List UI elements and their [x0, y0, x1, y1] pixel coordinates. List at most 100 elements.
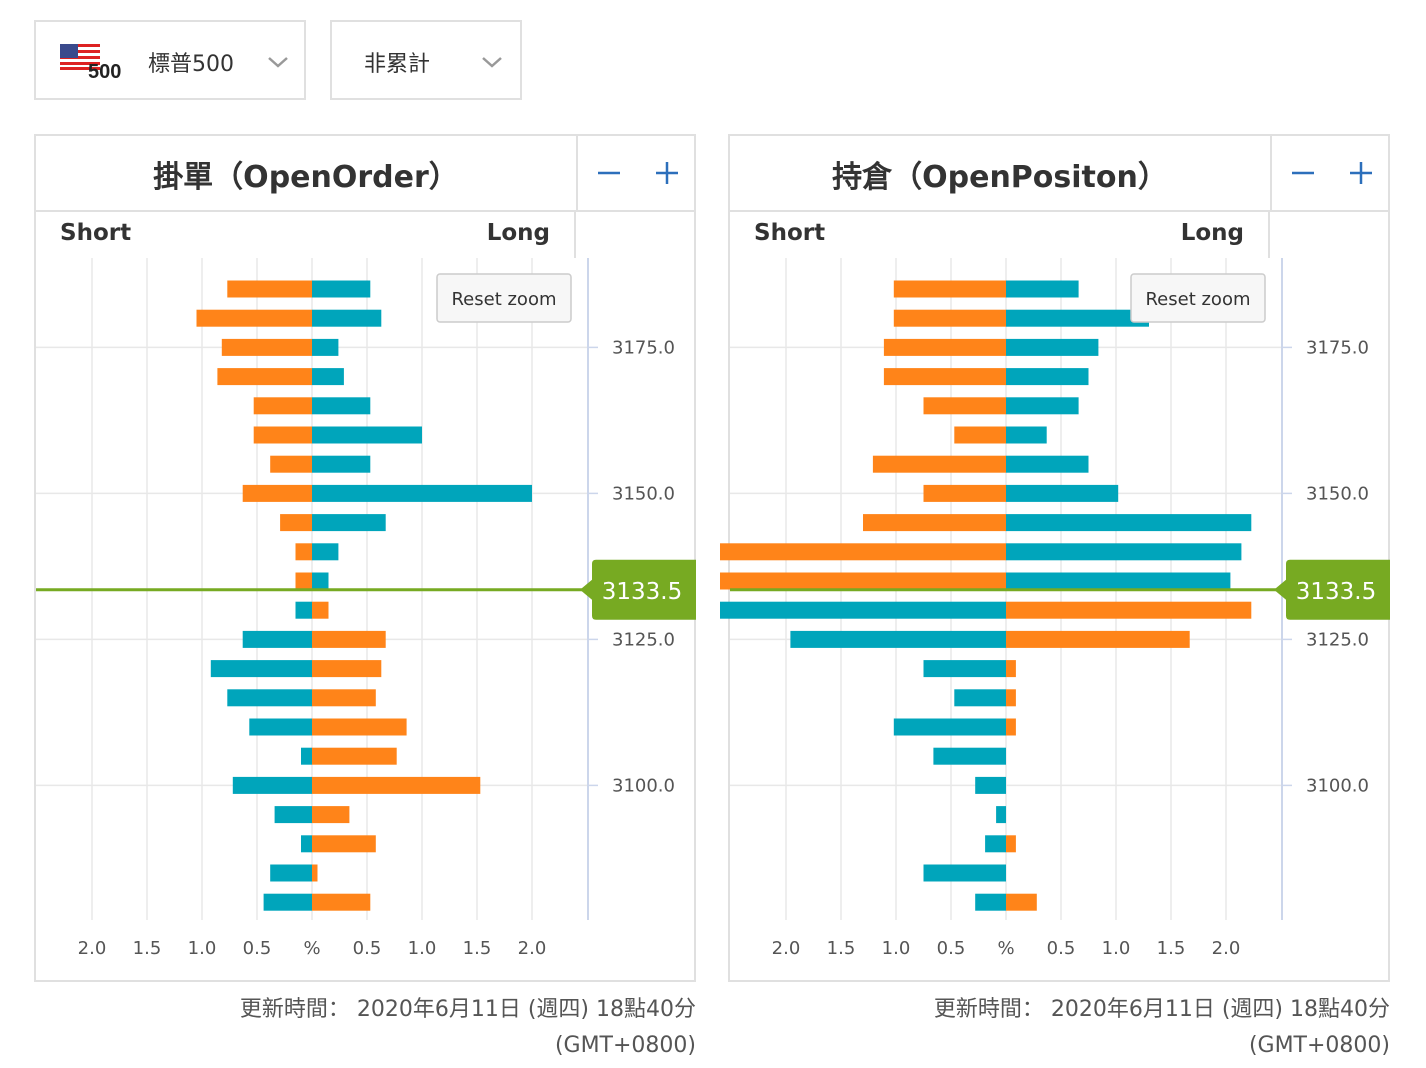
panel-title: 掛單（OpenOrder）	[153, 160, 459, 195]
bar-short-3120	[210, 660, 312, 678]
bar-short-3125	[242, 630, 312, 648]
bar-short-3170	[217, 368, 312, 386]
y-tick-label: 3150.0	[612, 483, 675, 504]
current-price-flag	[580, 559, 696, 620]
bar-short-3130	[295, 601, 312, 619]
bar-short-3095	[996, 806, 1006, 824]
bar-short-3110	[249, 718, 312, 736]
bar-short-3155	[872, 455, 1006, 473]
bar-long-3175	[1006, 338, 1099, 356]
bar-long-3110	[1006, 718, 1016, 736]
open-order-chart: 3175.0 3150.0 3125.0 3100.0 2.0 1.5 1.0 0.5% 0.5…	[36, 258, 696, 959]
y-tick-label: 3100.0	[612, 775, 675, 796]
bar-short-3145	[280, 514, 312, 532]
bar-short-3150	[242, 484, 312, 502]
open-order-panel: 掛單（OpenOrder） Short Long 3175.0 3150.0 312…	[34, 134, 696, 982]
panel-header: 掛單（OpenOrder）	[36, 136, 694, 212]
bar-short-3105	[301, 747, 312, 765]
zoom-out-icon[interactable]	[1286, 156, 1320, 190]
x-tick-label: 2.0	[518, 938, 547, 959]
x-tick-label: 1.0	[188, 938, 217, 959]
instrument-selector[interactable]: 500 標普500	[34, 20, 306, 100]
bar-short-3160	[253, 426, 312, 444]
bar-short-3105	[933, 747, 1006, 765]
bar-short-3110	[893, 718, 1006, 736]
short-long-header: Short Long	[730, 212, 1270, 258]
bar-long-3090	[1006, 835, 1016, 853]
bar-long-3135	[312, 572, 329, 590]
bar-short-3165	[253, 397, 312, 415]
reset-zoom-button[interactable]: Reset zoom	[436, 273, 572, 323]
bar-short-3185	[227, 280, 312, 298]
bar-short-3095	[274, 806, 312, 824]
short-label: Short	[754, 220, 826, 246]
bar-long-3185	[312, 280, 371, 298]
bar-short-3180	[196, 309, 312, 327]
instrument-label: 標普500	[148, 52, 234, 77]
bar-short-3090	[985, 835, 1006, 853]
y-tick-label: 3150.0	[1306, 483, 1369, 504]
x-tick-label: 1.5	[463, 938, 492, 959]
x-tick-label: 1.0	[1102, 938, 1131, 959]
x-tick-label: 2.0	[78, 938, 107, 959]
bar-short-3120	[923, 660, 1006, 678]
bar-long-3105	[312, 747, 397, 765]
bar-long-3110	[312, 718, 407, 736]
bar-long-3140	[312, 543, 339, 561]
bar-long-3100	[312, 776, 481, 794]
update-time: 更新時間： 2020年6月11日 (週四) 18點40分	[933, 997, 1390, 1022]
bar-long-3115	[1006, 689, 1016, 707]
x-tick-label: 1.0	[408, 938, 437, 959]
zoom-in-icon[interactable]	[1344, 156, 1378, 190]
bar-short-3125	[790, 630, 1006, 648]
bar-short-3140	[720, 543, 1006, 561]
bar-long-3165	[312, 397, 371, 415]
zoom-controls	[576, 136, 694, 210]
x-tick-label: 1.0	[882, 938, 911, 959]
bar-short-3090	[301, 835, 312, 853]
current-price-flag	[1274, 559, 1390, 620]
bar-long-3095	[312, 806, 350, 824]
bar-short-3180	[893, 309, 1006, 327]
chevron-down-icon	[268, 57, 288, 68]
x-tick-label: %	[303, 938, 320, 959]
bar-long-3170	[312, 368, 344, 386]
mode-selector[interactable]: 非累計	[330, 20, 522, 100]
open-position-panel: 持倉（OpenPositon） Short Long 3175.0 3150.0 3…	[720, 134, 1390, 982]
bar-long-3185	[1006, 280, 1079, 298]
flag-500-text: 500	[88, 61, 121, 80]
bar-short-3100	[232, 776, 312, 794]
bar-short-3130	[720, 601, 1006, 619]
x-tick-label: 1.5	[133, 938, 162, 959]
bar-long-3150	[312, 484, 532, 502]
panel-title: 持倉（OpenPositon）	[832, 160, 1168, 195]
bar-long-3130	[312, 601, 329, 619]
bar-long-3115	[312, 689, 376, 707]
bar-long-3080	[312, 893, 371, 911]
bar-long-3180	[312, 309, 382, 327]
bar-long-3165	[1006, 397, 1079, 415]
bar-long-3175	[312, 338, 339, 356]
zoom-out-icon[interactable]	[592, 156, 626, 190]
bar-long-3120	[312, 660, 382, 678]
x-tick-label: 1.5	[1157, 938, 1186, 959]
bar-long-3145	[1006, 514, 1252, 532]
short-label: Short	[60, 220, 132, 246]
zoom-in-icon[interactable]	[650, 156, 684, 190]
reset-zoom-bg	[436, 273, 572, 323]
zoom-controls	[1270, 136, 1388, 210]
open-position-chart: 3175.0 3150.0 3125.0 3100.0 2.0 1.5 1.0 0.5% 0.5…	[720, 258, 1390, 959]
reset-zoom-label: Reset zoom	[451, 289, 556, 310]
y-tick-label: 3175.0	[1306, 337, 1369, 358]
bar-short-3185	[893, 280, 1006, 298]
x-tick-label: 0.5	[937, 938, 966, 959]
bar-short-3140	[295, 543, 312, 561]
bar-long-3135	[1006, 572, 1231, 590]
x-tick-label: 2.0	[772, 938, 801, 959]
bar-long-3170	[1006, 368, 1089, 386]
bar-short-3100	[975, 776, 1006, 794]
bar-long-3080	[1006, 893, 1037, 911]
bar-long-3125	[1006, 630, 1190, 648]
timezone: (GMT+0800)	[554, 1033, 696, 1058]
reset-zoom-button[interactable]: Reset zoom	[1130, 273, 1266, 323]
